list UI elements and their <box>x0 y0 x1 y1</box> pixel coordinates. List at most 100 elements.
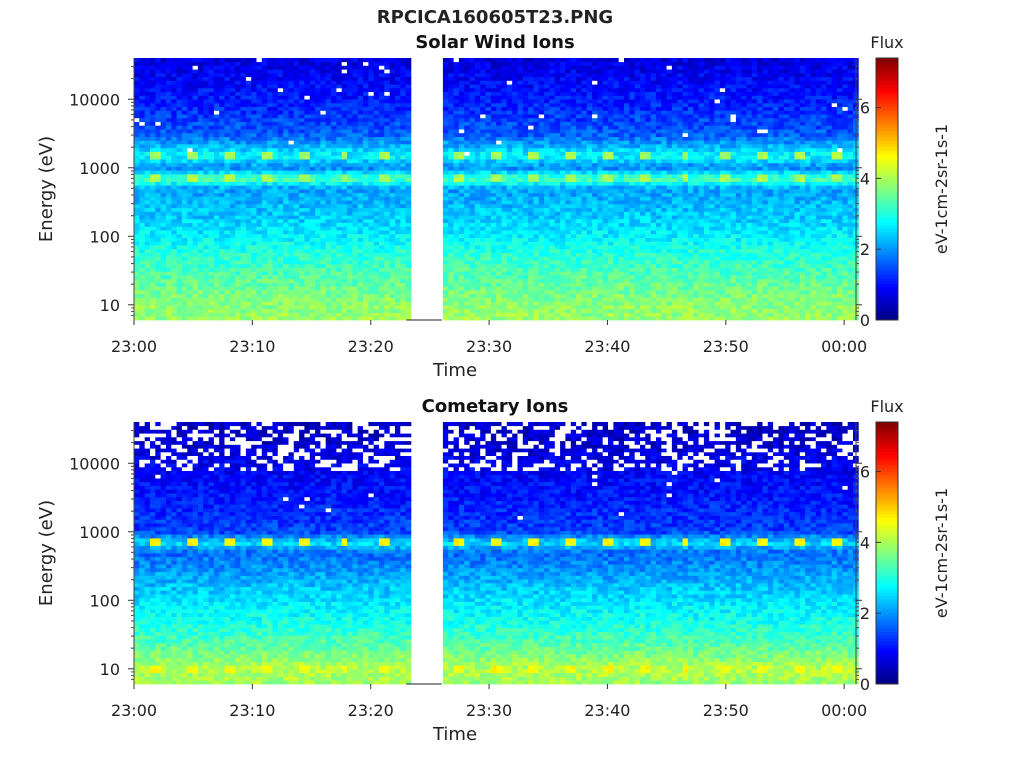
heatmap-cell <box>517 218 524 223</box>
heatmap-cell <box>389 207 396 212</box>
heatmap-cell <box>309 215 316 220</box>
heatmap-cell <box>251 305 257 310</box>
heatmap-cell <box>405 245 412 250</box>
heatmap-cell <box>272 106 279 111</box>
heatmap-cell <box>155 218 161 223</box>
heatmap-cell <box>235 275 241 280</box>
heatmap-cell <box>496 308 502 313</box>
heatmap-cell <box>384 117 390 122</box>
heatmap-cell <box>171 211 177 216</box>
heatmap-cell <box>538 226 545 231</box>
heatmap-cell <box>240 84 247 89</box>
heatmap-cell <box>357 245 364 250</box>
heatmap-cell <box>181 155 188 160</box>
heatmap-cell <box>496 196 502 201</box>
heatmap-cell <box>224 222 231 227</box>
heatmap-cell <box>395 151 401 156</box>
heatmap-cell <box>197 215 204 220</box>
heatmap-cell <box>400 114 406 119</box>
heatmap-cell <box>267 192 273 197</box>
heatmap-cell <box>235 65 241 70</box>
heatmap-cell <box>501 211 508 216</box>
heatmap-cell <box>166 241 172 246</box>
heatmap-cell <box>517 58 524 63</box>
heatmap-cell <box>395 260 401 265</box>
heatmap-cell <box>341 211 348 216</box>
heatmap-cell <box>150 87 156 92</box>
heatmap-cell <box>299 204 305 209</box>
heatmap-cell <box>458 260 465 265</box>
heatmap-cell <box>485 95 492 100</box>
heatmap-cell <box>160 226 167 231</box>
heatmap-cell <box>379 248 385 253</box>
heatmap-cell <box>363 136 369 141</box>
heatmap-cell <box>357 99 364 104</box>
heatmap-cell <box>208 170 215 175</box>
heatmap-cell <box>453 290 460 295</box>
heatmap-cell <box>283 136 289 141</box>
heatmap-cell <box>325 308 332 313</box>
heatmap-cell <box>187 256 193 261</box>
heatmap-cell <box>395 230 401 235</box>
heatmap-cell <box>533 170 540 175</box>
heatmap-cell <box>245 233 252 238</box>
heatmap-cell <box>256 61 263 66</box>
heatmap-cell <box>315 271 321 276</box>
heatmap-cell <box>240 140 247 145</box>
heatmap-cell <box>155 316 161 321</box>
heatmap-cell <box>299 282 305 287</box>
heatmap-cell <box>379 282 385 287</box>
heatmap-cell <box>203 215 209 220</box>
heatmap-cell <box>171 189 177 194</box>
heatmap-cell <box>261 237 268 242</box>
heatmap-cell <box>496 185 502 190</box>
heatmap-cell <box>363 58 369 63</box>
heatmap-cell <box>134 252 140 257</box>
heatmap-cell <box>341 271 348 276</box>
heatmap-cell <box>544 230 550 235</box>
heatmap-cell <box>474 69 481 74</box>
heatmap-cell <box>485 65 492 70</box>
heatmap-cell <box>219 267 225 272</box>
heatmap-cell <box>272 286 279 291</box>
heatmap-cell <box>208 230 215 235</box>
heatmap-cell <box>490 110 497 115</box>
heatmap-cell <box>134 218 140 223</box>
heatmap-cell <box>251 189 257 194</box>
heatmap-cell <box>512 301 518 306</box>
heatmap-cell <box>224 91 231 96</box>
heatmap-cell <box>384 132 390 137</box>
heatmap-cell <box>166 297 172 302</box>
heatmap-cell <box>245 117 252 122</box>
heatmap-cell <box>395 245 401 250</box>
heatmap-cell <box>538 237 545 242</box>
heatmap-cell <box>139 87 145 92</box>
heatmap-cell <box>357 260 364 265</box>
heatmap-cell <box>373 61 380 66</box>
heatmap-cell <box>379 58 385 63</box>
heatmap-cell <box>485 263 492 268</box>
heatmap-cell <box>496 267 502 272</box>
heatmap-cell <box>219 192 225 197</box>
heatmap-cell <box>240 73 247 78</box>
heatmap-cell <box>288 151 295 156</box>
heatmap-cell <box>400 185 406 190</box>
heatmap-cell <box>267 233 273 238</box>
heatmap-cell <box>395 147 401 152</box>
heatmap-cell <box>347 125 353 130</box>
heatmap-cell <box>469 301 476 306</box>
heatmap-cell <box>203 132 209 137</box>
heatmap-cell <box>528 117 534 122</box>
heatmap-cell <box>458 245 465 250</box>
heatmap-cell <box>474 301 481 306</box>
heatmap-cell <box>283 267 289 272</box>
heatmap-cell <box>538 222 545 227</box>
heatmap-cell <box>261 267 268 272</box>
heatmap-cell <box>277 312 284 317</box>
heatmap-cell <box>464 174 470 179</box>
heatmap-cell <box>496 155 502 160</box>
heatmap-cell <box>150 69 156 74</box>
heatmap-cell <box>155 61 161 66</box>
heatmap-cell <box>485 76 492 81</box>
heatmap-cell <box>293 308 300 313</box>
